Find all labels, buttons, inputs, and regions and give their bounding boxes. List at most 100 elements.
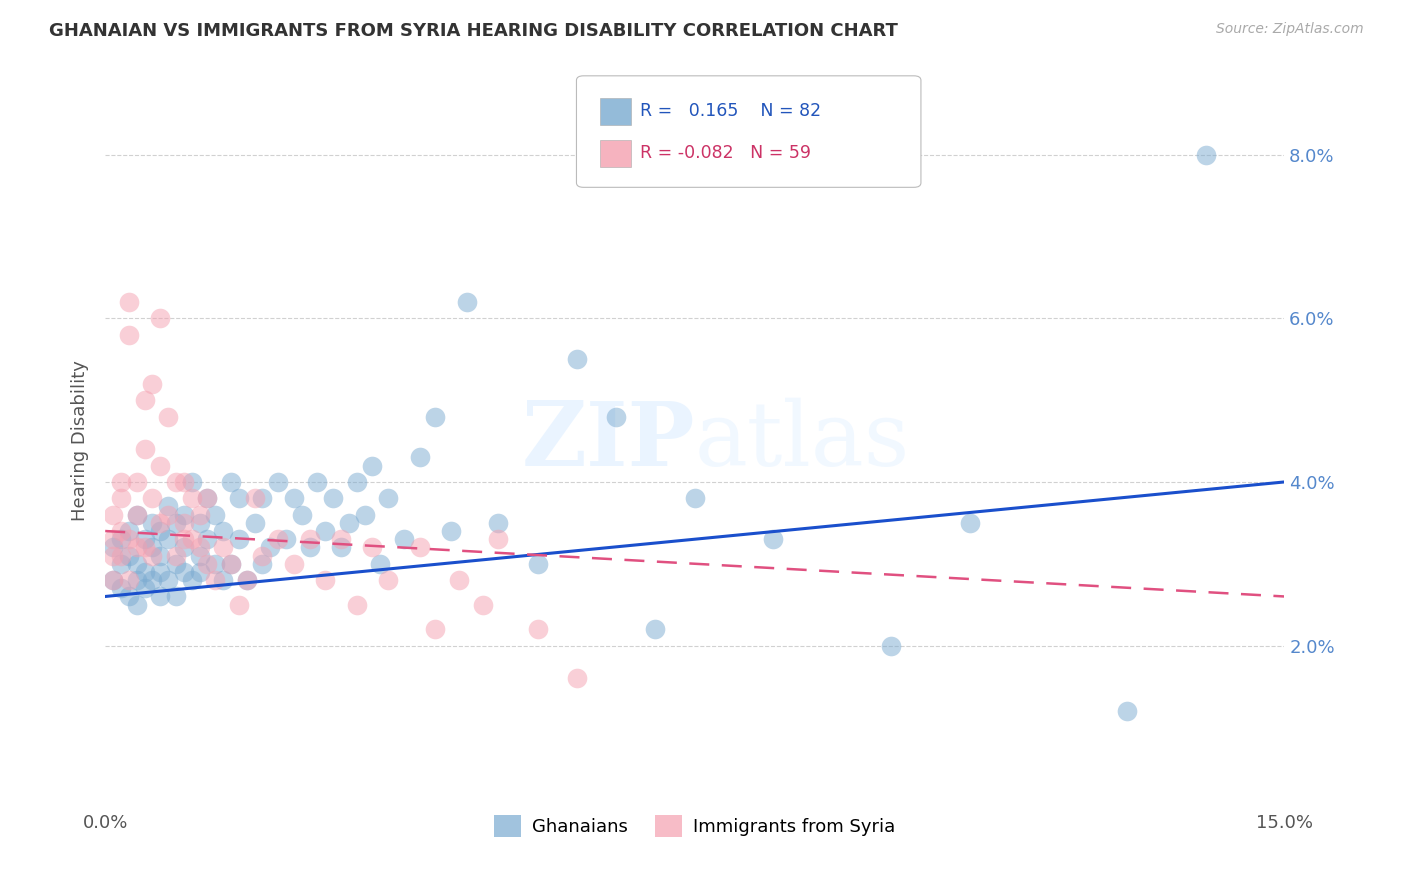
Point xyxy=(134,532,156,546)
Point xyxy=(283,557,305,571)
Point xyxy=(118,573,141,587)
Point xyxy=(180,573,202,587)
Point xyxy=(605,409,627,424)
Point xyxy=(165,475,187,489)
Point xyxy=(425,409,447,424)
Point xyxy=(141,376,163,391)
Point xyxy=(101,508,124,522)
Point xyxy=(204,573,226,587)
Point xyxy=(101,573,124,587)
Point xyxy=(110,557,132,571)
Point xyxy=(188,549,211,563)
Point xyxy=(408,541,430,555)
Point xyxy=(298,532,321,546)
Point xyxy=(959,516,981,530)
Point xyxy=(298,541,321,555)
Point xyxy=(141,541,163,555)
Point xyxy=(118,549,141,563)
Point xyxy=(456,295,478,310)
Point xyxy=(283,491,305,506)
Point xyxy=(141,516,163,530)
Point xyxy=(188,541,211,555)
Point xyxy=(330,541,353,555)
Point xyxy=(118,532,141,546)
Point xyxy=(134,541,156,555)
Point xyxy=(408,450,430,465)
Point xyxy=(267,475,290,489)
Point xyxy=(204,557,226,571)
Point xyxy=(252,549,274,563)
Point xyxy=(219,557,242,571)
Point xyxy=(314,524,336,538)
Point xyxy=(101,541,124,555)
Point xyxy=(125,541,148,555)
Point xyxy=(526,622,548,636)
Point xyxy=(125,598,148,612)
Point xyxy=(110,582,132,596)
Point xyxy=(219,475,242,489)
Point xyxy=(197,491,219,506)
Point xyxy=(125,508,148,522)
Point xyxy=(149,516,172,530)
Point xyxy=(377,573,399,587)
Point xyxy=(134,442,156,457)
Point xyxy=(118,327,141,342)
Point xyxy=(118,295,141,310)
Point xyxy=(110,491,132,506)
Point xyxy=(165,549,187,563)
Point xyxy=(110,475,132,489)
Point xyxy=(188,516,211,530)
Point xyxy=(228,532,250,546)
Point xyxy=(180,532,202,546)
Point xyxy=(125,557,148,571)
Point xyxy=(188,508,211,522)
Point xyxy=(157,573,180,587)
Point xyxy=(118,590,141,604)
Point xyxy=(252,491,274,506)
Point xyxy=(212,524,235,538)
Point xyxy=(471,598,494,612)
Point xyxy=(141,491,163,506)
Point xyxy=(392,532,415,546)
Point xyxy=(267,532,290,546)
Point xyxy=(243,516,266,530)
Point xyxy=(125,475,148,489)
Legend: Ghanaians, Immigrants from Syria: Ghanaians, Immigrants from Syria xyxy=(486,808,903,845)
Text: GHANAIAN VS IMMIGRANTS FROM SYRIA HEARING DISABILITY CORRELATION CHART: GHANAIAN VS IMMIGRANTS FROM SYRIA HEARIN… xyxy=(49,22,898,40)
Point xyxy=(1195,148,1218,162)
Point xyxy=(173,532,195,546)
Point xyxy=(173,541,195,555)
Point xyxy=(141,573,163,587)
Point xyxy=(252,557,274,571)
Point xyxy=(173,475,195,489)
Point xyxy=(110,532,132,546)
Point xyxy=(361,541,384,555)
Point xyxy=(173,508,195,522)
Point xyxy=(353,508,375,522)
Point xyxy=(440,524,463,538)
Point xyxy=(141,549,163,563)
Point xyxy=(165,590,187,604)
Point xyxy=(197,557,219,571)
Point xyxy=(101,549,124,563)
Point xyxy=(157,532,180,546)
Point xyxy=(565,352,588,367)
Point xyxy=(149,565,172,579)
Point xyxy=(149,458,172,473)
Point xyxy=(165,557,187,571)
Point xyxy=(259,541,281,555)
Point xyxy=(274,532,297,546)
Point xyxy=(110,549,132,563)
Point xyxy=(486,532,509,546)
Point xyxy=(134,565,156,579)
Point xyxy=(149,549,172,563)
Point xyxy=(212,541,235,555)
Point xyxy=(762,532,785,546)
Point xyxy=(197,532,219,546)
Point xyxy=(110,524,132,538)
Text: R =   0.165    N = 82: R = 0.165 N = 82 xyxy=(640,103,821,120)
Point xyxy=(101,532,124,546)
Point xyxy=(180,475,202,489)
Point xyxy=(197,491,219,506)
Point xyxy=(149,524,172,538)
